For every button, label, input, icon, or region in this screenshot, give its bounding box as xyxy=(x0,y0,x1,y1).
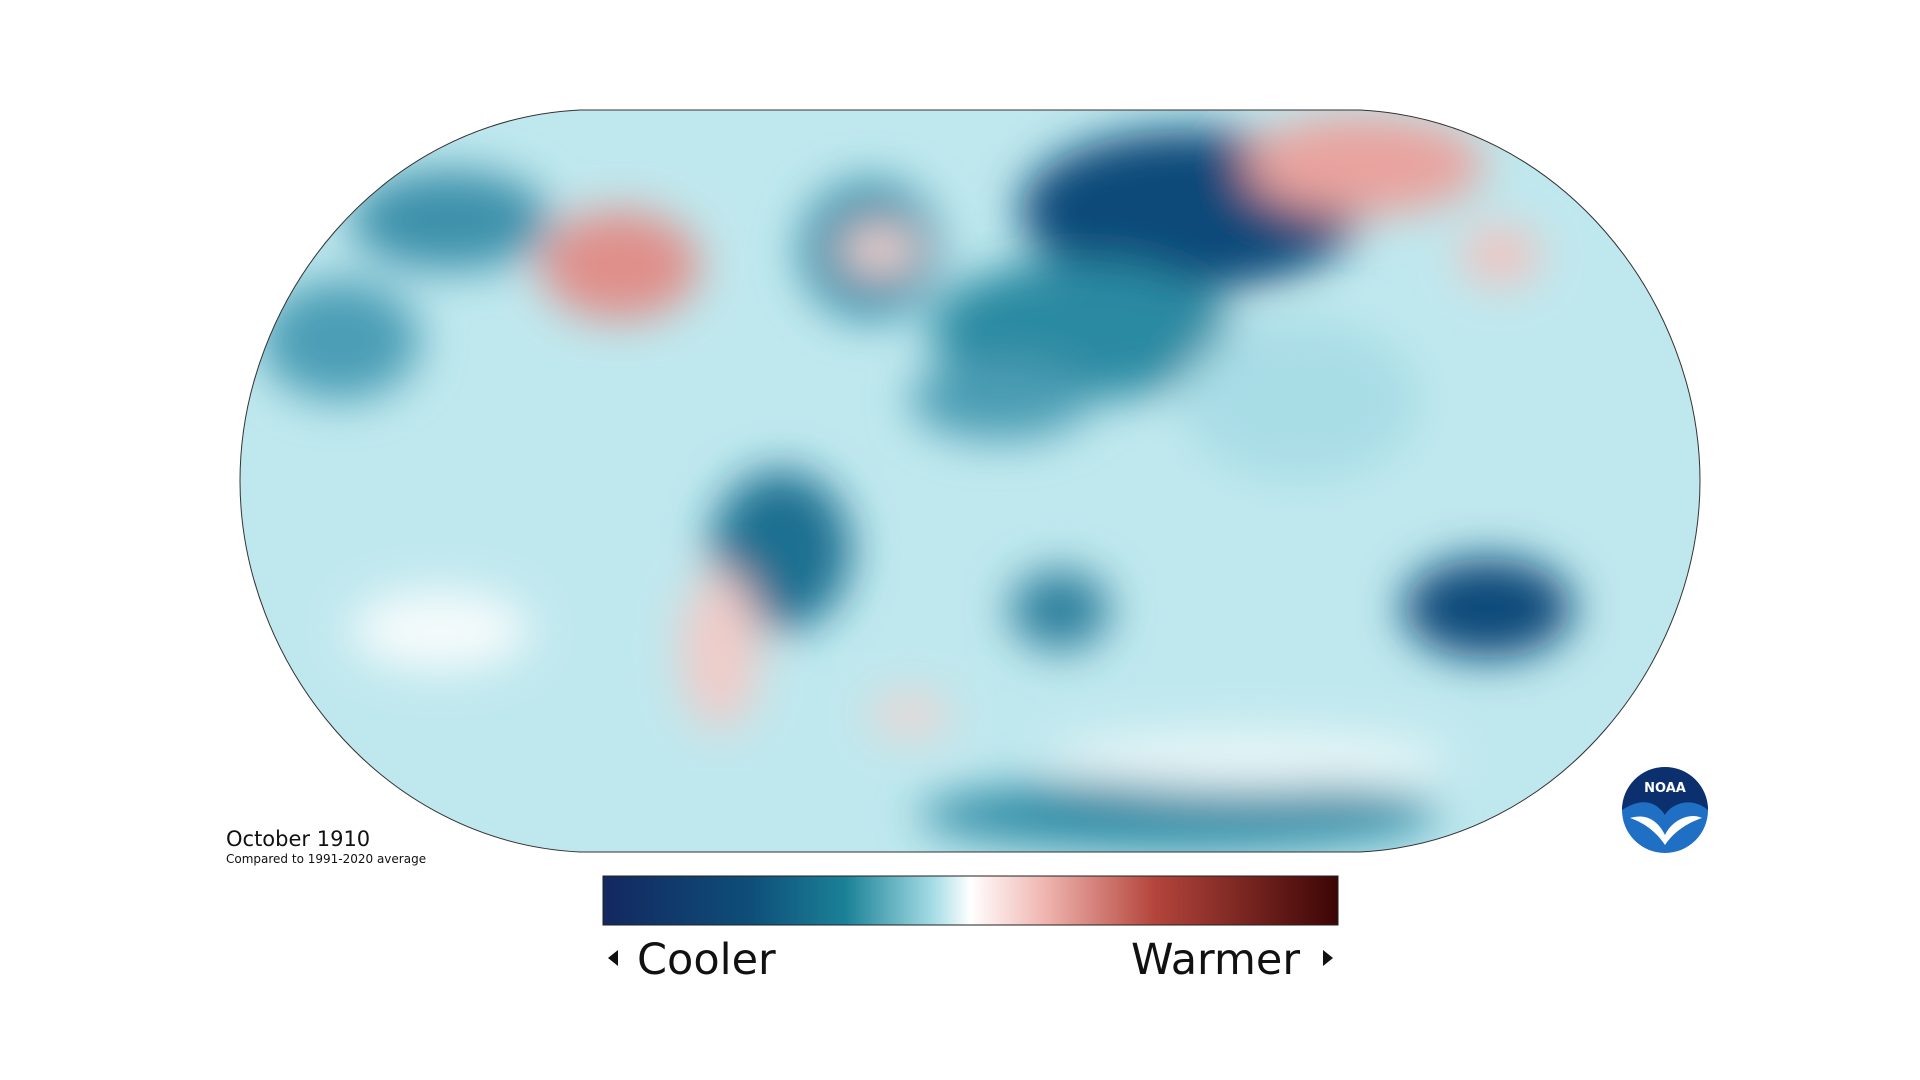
anomaly-map xyxy=(240,110,1700,852)
logo-label: NOAA xyxy=(1644,781,1686,796)
colorbar xyxy=(602,875,1339,926)
map-outline xyxy=(239,109,1701,853)
legend-low-label: Cooler xyxy=(637,935,776,985)
legend-high-label: Warmer xyxy=(1131,935,1300,985)
map-subtitle: Compared to 1991-2020 average xyxy=(226,852,426,866)
map-title: October 1910 xyxy=(226,827,370,851)
arrow-right xyxy=(1323,950,1333,966)
arrow-left xyxy=(608,950,618,966)
noaa-logo: NOAA xyxy=(1622,767,1708,853)
